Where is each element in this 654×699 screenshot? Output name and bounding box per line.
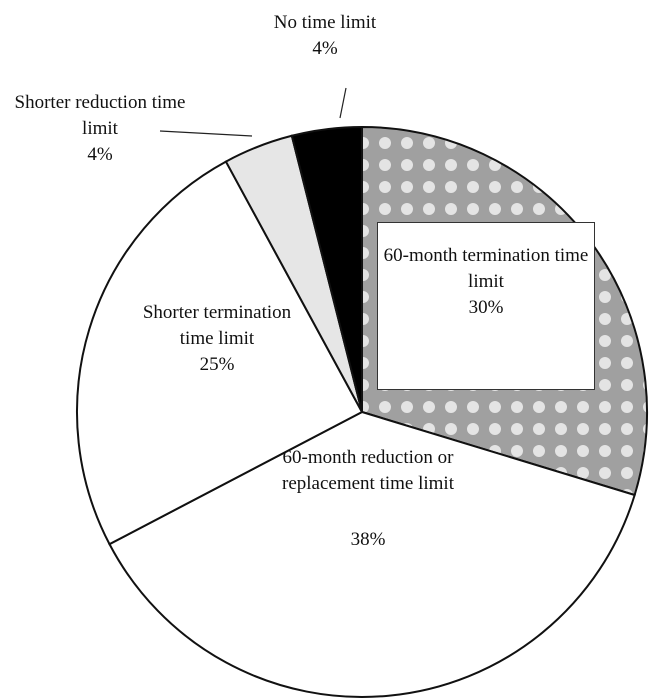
category-label: 60-month reduction or replacement time l… [282, 447, 454, 494]
leader-line [339, 87, 347, 119]
value-label: 38% [350, 529, 386, 550]
slice-label: 60-month termination time limit 30% [377, 222, 595, 390]
pie-slice [290, 125, 363, 413]
pie-slice [76, 160, 364, 546]
value-label: 4% [87, 144, 113, 165]
leader-line [159, 130, 253, 137]
slice-label: No time limit 4% [255, 10, 395, 62]
value-label: 4% [312, 38, 338, 59]
value-label: 30% [468, 297, 504, 318]
category-label: No time limit [273, 12, 377, 33]
pie-slice [108, 410, 636, 698]
slice-label: Shorter reduction time limit 4% [5, 90, 195, 168]
category-label: 60-month termination time limit [383, 245, 589, 292]
slice-label: 60-month reduction or replacement time l… [268, 445, 468, 553]
category-label: Shorter termination time limit [142, 302, 292, 349]
value-label: 25% [199, 354, 235, 375]
slice-label: Shorter termination time limit 25% [132, 300, 302, 378]
category-label: Shorter reduction time limit [14, 92, 186, 139]
